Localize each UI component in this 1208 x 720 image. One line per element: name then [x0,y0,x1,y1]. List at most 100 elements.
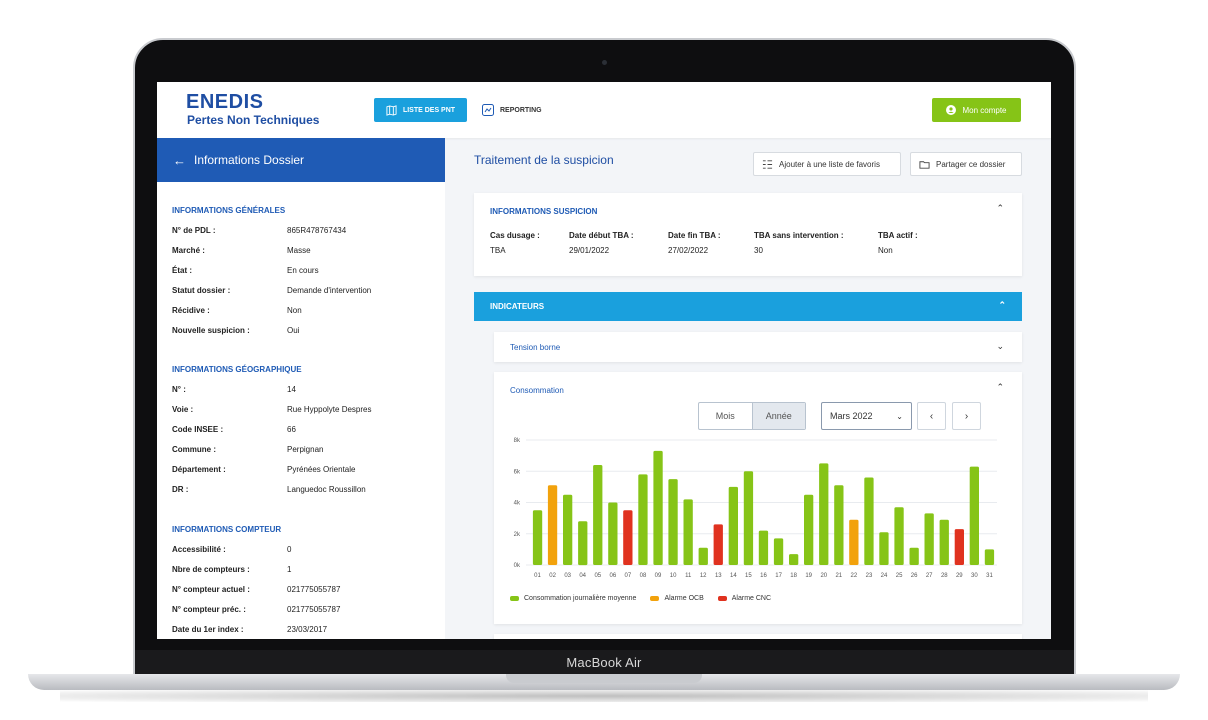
reporting-button[interactable]: REPORTING [482,98,542,122]
chevron-up-icon[interactable]: ⌃ [998,300,1006,310]
chart-bar[interactable] [668,479,678,565]
page-title: Traitement de la suspicion [474,153,614,167]
legend-item-conso: Consommation journalière moyenne [510,595,636,602]
legend-label: Alarme CNC [731,595,772,602]
month-select[interactable]: Mars 2022 ⌄ [821,402,912,430]
suspicion-field-key: Cas dusage : [490,231,540,240]
chart-bar[interactable] [758,530,769,565]
user-icon [946,105,957,115]
x-tick-label: 23 [866,573,873,579]
map-icon [386,104,397,116]
indicateurs-header[interactable]: INDICATEURS ⌃ [474,292,1022,321]
consommation-chart: 0k 2k 4k 6k 8k 01 02 03 04 05 06 07 08 09 10 11 12 13 14 15… [514,438,997,579]
chart-bar[interactable] [894,507,904,565]
info-key: N° : [172,385,186,394]
chevron-up-icon[interactable]: ⌃ [996,382,1004,392]
legend-item-cnc: Alarme CNC [717,595,772,602]
x-tick-label: 05 [594,573,601,579]
period-annee-button[interactable]: Année [751,403,805,429]
x-tick-label: 28 [941,573,948,579]
x-tick-label: 26 [911,573,918,579]
x-tick-label: 13 [715,573,722,579]
chart-bar[interactable] [593,465,603,565]
dossier-sidebar: ← Informations Dossier INFORMATIONS GÉNÉ… [157,138,445,639]
chart-bar[interactable] [743,471,754,566]
share-dossier-button[interactable]: Partager ce dossier [910,152,1022,176]
chart-bar[interactable] [713,524,723,565]
chart-bar[interactable] [804,494,814,565]
suspicion-field-key: Date début TBA : [569,231,634,240]
info-key: Code INSEE : [172,425,224,434]
chart-bar[interactable] [653,450,663,565]
chart-bar[interactable] [969,466,979,565]
chart-bar[interactable] [547,485,558,565]
suspicion-field: Date début TBA : 29/01/2022 [569,231,634,255]
chart-bar[interactable] [773,538,784,565]
back-arrow-icon[interactable]: ← [173,152,186,168]
next-month-button[interactable]: › [952,402,981,430]
chevron-right-icon: › [964,410,969,422]
info-value: 14 [287,385,296,394]
x-tick-label: 09 [655,573,662,579]
add-favorites-label: Ajouter à une liste de favoris [779,159,880,169]
chart-bar[interactable] [789,554,799,565]
chart-bar[interactable] [864,477,874,566]
add-favorites-button[interactable]: Ajouter à une liste de favoris [753,152,901,176]
chart-bar[interactable] [683,499,693,565]
info-value: 0 [287,545,292,554]
info-key: Récidive : [172,306,210,315]
x-tick-label: 07 [625,573,632,579]
suspicion-field-value: 30 [754,246,763,255]
x-tick-label: 30 [971,573,978,579]
chart-bar[interactable] [563,494,573,565]
chart-bar[interactable] [954,529,964,565]
info-key: Voie : [172,405,194,414]
chart-bar[interactable] [623,510,633,565]
x-tick-label: 14 [730,573,737,579]
chart-bar[interactable] [909,547,919,565]
chart-bar[interactable] [834,485,844,565]
chart-bar[interactable] [939,519,949,565]
chart-bar[interactable] [532,510,543,565]
chart-bar[interactable] [849,519,859,565]
mon-compte-button[interactable]: Mon compte [932,98,1021,122]
suspicion-card: INFORMATIONS SUSPICION ⌃ Cas dusage : TBA… [474,193,1022,276]
x-tick-label: 06 [610,573,617,579]
x-tick-label: 04 [579,573,586,579]
chart-bar[interactable] [924,513,934,565]
info-value: Demande d'intervention [287,286,372,295]
chart-bar[interactable] [638,474,648,565]
chart-bar[interactable] [608,502,618,566]
prev-month-button[interactable]: ‹ [917,402,946,430]
info-key: Nbre de compteurs : [172,565,250,574]
consommation-title: Consommation [510,386,564,395]
device-label: MacBook Air [566,655,642,670]
legend-label: Alarme OCB [664,595,704,602]
info-value: Masse [287,246,311,255]
enedis-logo[interactable]: ENEDIS [186,91,264,113]
tension-borne-card[interactable]: Tension borne ⌄ [494,332,1022,362]
suspicion-field-value: TBA [490,246,506,255]
suspicion-field: Cas dusage : TBA [490,231,540,255]
chart-bar[interactable] [984,549,995,565]
x-tick-label: 10 [670,573,677,579]
liste-pnt-button[interactable]: LISTE DES PNT [374,98,467,122]
chart-bar[interactable] [819,463,829,565]
info-value: 66 [287,425,296,434]
period-mois-button[interactable]: Mois [715,411,735,421]
info-value: Perpignan [287,445,324,454]
chart-bar[interactable] [728,486,738,565]
sidebar-title: Informations Dossier [194,153,305,167]
suspicion-card-title: INFORMATIONS SUSPICION [490,207,598,216]
info-value: Non [287,306,302,315]
x-tick-label: 24 [881,573,888,579]
chevron-left-icon: ‹ [929,410,934,422]
chart-bar[interactable] [578,521,588,566]
info-key: N° compteur actuel : [172,585,250,594]
chart-bar[interactable] [698,547,708,565]
liste-pnt-label: LISTE DES PNT [402,106,456,114]
chevron-down-icon[interactable]: ⌄ [996,341,1004,351]
y-tick-label: 8k [514,438,521,444]
chevron-up-icon[interactable]: ⌃ [996,203,1004,213]
chart-bar[interactable] [879,532,889,565]
